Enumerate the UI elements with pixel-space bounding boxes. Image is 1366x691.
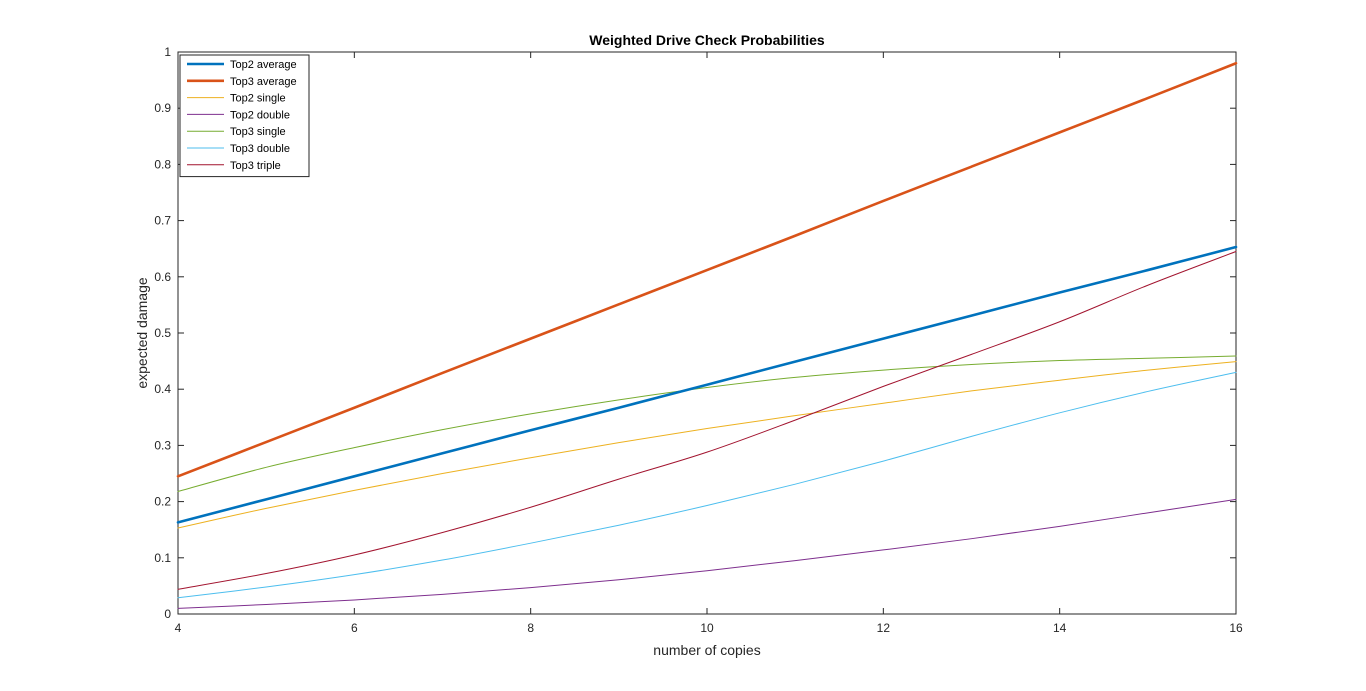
y-axis-label: expected damage xyxy=(134,277,150,389)
y-tick-label: 0.5 xyxy=(154,326,171,340)
series-line-top3-double xyxy=(177,371,1237,599)
legend-entry: Top2 double xyxy=(230,109,290,121)
y-tick-label: 0.9 xyxy=(154,101,171,115)
x-axis-label: number of copies xyxy=(653,642,760,658)
legend-entry: Top2 average xyxy=(230,59,297,71)
plot-area xyxy=(177,51,1237,615)
legend-entry: Top3 average xyxy=(230,76,297,88)
y-tick-label: 0.3 xyxy=(154,438,171,452)
x-tick-label: 6 xyxy=(351,621,358,635)
legend-entry: Top3 triple xyxy=(230,160,281,172)
y-tick-label: 0.6 xyxy=(154,270,171,284)
y-tick-label: 0.7 xyxy=(154,214,171,228)
y-tick-label: 1 xyxy=(164,45,171,59)
x-tick-label: 4 xyxy=(175,621,182,635)
series-line-top2-double xyxy=(177,498,1237,609)
x-tick-label: 12 xyxy=(877,621,891,635)
y-tick-label: 0.8 xyxy=(154,157,171,171)
x-tick-label: 16 xyxy=(1229,621,1243,635)
series-line-top2-average xyxy=(176,245,1238,524)
legend-entry: Top2 single xyxy=(230,93,286,105)
series-line-top3-average xyxy=(176,61,1238,478)
series-lines xyxy=(176,61,1238,609)
chart-title: Weighted Drive Check Probabilities xyxy=(589,32,825,48)
legend-entry: Top3 double xyxy=(230,143,290,155)
legend-box xyxy=(179,54,310,178)
series-line-top3-triple xyxy=(177,251,1237,590)
y-tick-label: 0 xyxy=(164,607,171,621)
y-tick-label: 0.1 xyxy=(154,551,171,565)
y-tick-label: 0.4 xyxy=(154,382,171,396)
y-tick-label: 0.2 xyxy=(154,495,171,509)
x-tick-label: 8 xyxy=(527,621,534,635)
series-line-top2-single xyxy=(177,361,1237,529)
x-tick-label: 10 xyxy=(700,621,714,635)
series-line-top3-single xyxy=(177,355,1237,492)
legend-entry: Top3 single xyxy=(230,126,286,138)
axis-ticks: 4 6 8 10 12 14 16 0 0.1 0.2 0.3 0.4 0.5 0.6 0.7 0.8 0.9 1 xyxy=(154,45,1243,635)
legend: Top2 average Top3 average Top2 single Top2 … xyxy=(179,54,310,178)
x-tick-label: 14 xyxy=(1053,621,1067,635)
